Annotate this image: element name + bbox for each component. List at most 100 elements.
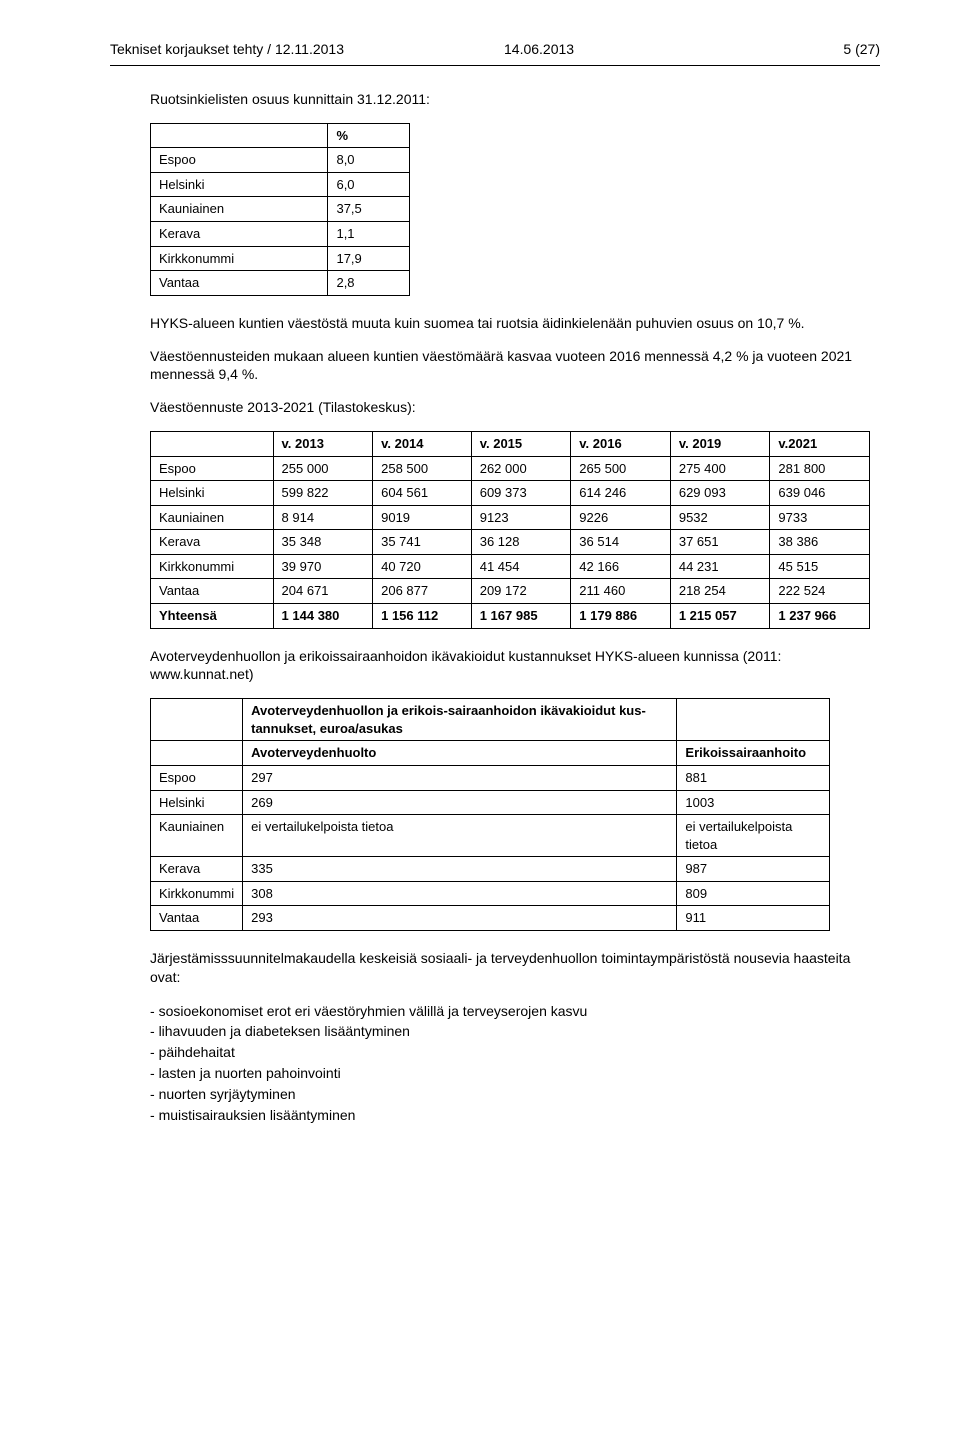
table-cell: Espoo [151,456,274,481]
table-cell: 308 [243,881,677,906]
table-cell: 222 524 [770,579,870,604]
table-cell: 1 237 966 [770,604,870,629]
table-cell: 293 [243,906,677,931]
table-cell: 37,5 [328,197,410,222]
table-cell: 297 [243,765,677,790]
table-cell: Kerava [151,221,328,246]
table2-col-header: v. 2014 [373,432,472,457]
table-cell: 9532 [670,505,770,530]
table-cell: Kauniainen [151,505,274,530]
table-cell: 204 671 [273,579,373,604]
table-cell: 45 515 [770,554,870,579]
list-item: muistisairauksien lisääntyminen [150,1105,880,1126]
table-row: Kirkkonummi39 97040 72041 45442 16644 23… [151,554,870,579]
table2-header-row: v. 2013v. 2014v. 2015v. 2016v. 2019v.202… [151,432,870,457]
table-cell: 269 [243,790,677,815]
header-date: 14.06.2013 [504,40,574,59]
table-cell: Kerava [151,530,274,555]
table-costs: Avoterveydenhuollon ja erikois-sairaanho… [150,698,830,930]
table-cell: 35 741 [373,530,472,555]
table3-top-header: Avoterveydenhuollon ja erikois-sairaanho… [243,699,677,741]
table-cell: 629 093 [670,481,770,506]
table-row: Espoo8,0 [151,148,410,173]
table-row: Helsinki2691003 [151,790,830,815]
table-row: Kauniainen37,5 [151,197,410,222]
table-cell: 211 460 [571,579,671,604]
table-cell: 9123 [471,505,571,530]
title-swedish-share: Ruotsinkielisten osuus kunnittain 31.12.… [150,90,880,109]
table-cell: 44 231 [670,554,770,579]
table-cell: 8,0 [328,148,410,173]
table-cell: Helsinki [151,481,274,506]
table-cell: 881 [677,765,830,790]
table-cell: 281 800 [770,456,870,481]
table-row: Vantaa293911 [151,906,830,931]
table2-col-header: v. 2016 [571,432,671,457]
table-cell: 1 144 380 [273,604,373,629]
table-row: Kirkkonummi17,9 [151,246,410,271]
table1-empty-header [151,123,328,148]
table2-col-header: v. 2015 [471,432,571,457]
table-swedish-share: % Espoo8,0Helsinki6,0Kauniainen37,5Kerav… [150,123,410,296]
table-cell: Kirkkonummi [151,246,328,271]
table-cell: 987 [677,857,830,882]
table-row: Helsinki6,0 [151,172,410,197]
table2-col-header: v. 2019 [670,432,770,457]
list-item: nuorten syrjäytyminen [150,1084,880,1105]
table-cell: ei vertailukelpoista tietoa [677,815,830,857]
table2-col-header: v. 2013 [273,432,373,457]
table-cell: 9019 [373,505,472,530]
table-row: Helsinki599 822604 561609 373614 246629 … [151,481,870,506]
table-cell: 2,8 [328,271,410,296]
table-cell: Kerava [151,857,243,882]
table-cell: 36 128 [471,530,571,555]
table-row: Yhteensä1 144 3801 156 1121 167 9851 179… [151,604,870,629]
table-cell: Vantaa [151,906,243,931]
table-cell: 639 046 [770,481,870,506]
challenges-list: sosioekonomiset erot eri väestöryhmien v… [150,1001,880,1126]
list-item: lihavuuden ja diabeteksen lisääntyminen [150,1021,880,1042]
table3-blank [151,699,243,741]
table-cell: 258 500 [373,456,472,481]
list-item: sosioekonomiset erot eri väestöryhmien v… [150,1001,880,1022]
table-row: Kerava1,1 [151,221,410,246]
table-cell: Yhteensä [151,604,274,629]
table-cell: 1 167 985 [471,604,571,629]
table-cell: 41 454 [471,554,571,579]
table-cell: 39 970 [273,554,373,579]
table-row: Kerava35 34835 74136 12836 51437 65138 3… [151,530,870,555]
header-rule [110,65,880,66]
table-cell: 9733 [770,505,870,530]
table2-col-header [151,432,274,457]
list-item: lasten ja nuorten pahoinvointi [150,1063,880,1084]
para-challenges: Järjestämisssuunnitelmakaudella keskeisi… [150,949,880,987]
table-cell: 335 [243,857,677,882]
table3-blank2 [677,699,830,741]
table-cell: 37 651 [670,530,770,555]
table-cell: 6,0 [328,172,410,197]
table-cell: 35 348 [273,530,373,555]
table-row: Kirkkonummi308809 [151,881,830,906]
table-population-forecast: v. 2013v. 2014v. 2015v. 2016v. 2019v.202… [150,431,870,628]
table-cell: 1 215 057 [670,604,770,629]
table-cell: 255 000 [273,456,373,481]
table-cell: ei vertailukelpoista tietoa [243,815,677,857]
table-cell: 9226 [571,505,671,530]
table-cell: 36 514 [571,530,671,555]
table-row: Espoo255 000258 500262 000265 500275 400… [151,456,870,481]
table-cell: 275 400 [670,456,770,481]
table-cell: 8 914 [273,505,373,530]
table-cell: 209 172 [471,579,571,604]
table-cell: Espoo [151,148,328,173]
table-cell: 1 179 886 [571,604,671,629]
table-row: Kerava335987 [151,857,830,882]
para-cost-title: Avoterveydenhuollon ja erikoissairaanhoi… [150,647,880,685]
table-cell: 604 561 [373,481,472,506]
para-pop-growth: Väestöennusteiden mukaan alueen kuntien … [150,347,880,385]
table-cell: Vantaa [151,579,274,604]
table-cell: Espoo [151,765,243,790]
table2-body: Espoo255 000258 500262 000265 500275 400… [151,456,870,628]
table3-blank3 [151,741,243,766]
table-cell: 1 156 112 [373,604,472,629]
table-cell: 42 166 [571,554,671,579]
